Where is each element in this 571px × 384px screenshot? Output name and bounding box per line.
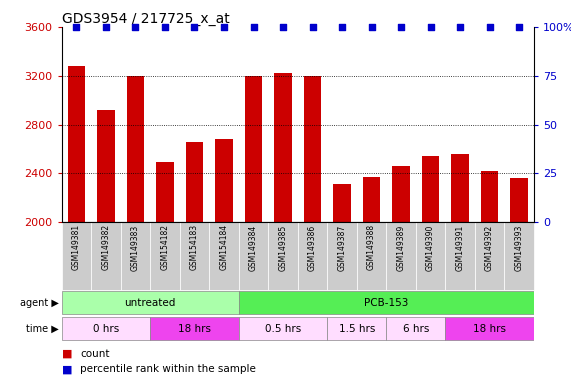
Bar <box>274 73 292 222</box>
Text: GSM149383: GSM149383 <box>131 224 140 271</box>
Text: GSM149389: GSM149389 <box>397 224 405 271</box>
Point <box>485 24 494 30</box>
Text: GSM149390: GSM149390 <box>426 224 435 271</box>
Text: GSM149384: GSM149384 <box>249 224 258 271</box>
Bar <box>67 66 85 222</box>
Bar <box>298 222 327 290</box>
Bar <box>387 222 416 290</box>
Point <box>102 24 111 30</box>
Bar <box>416 222 445 290</box>
Bar <box>244 76 262 222</box>
Text: 18 hrs: 18 hrs <box>178 324 211 334</box>
Bar <box>392 166 410 222</box>
Bar <box>333 184 351 222</box>
Text: 18 hrs: 18 hrs <box>473 324 506 334</box>
Text: GSM149381: GSM149381 <box>72 224 81 270</box>
Bar <box>387 317 445 341</box>
Text: GSM149385: GSM149385 <box>279 224 288 271</box>
Text: count: count <box>80 349 110 359</box>
Text: 0.5 hrs: 0.5 hrs <box>265 324 301 334</box>
Bar <box>180 222 209 290</box>
Bar <box>127 76 144 222</box>
Point <box>514 24 524 30</box>
Text: GSM149382: GSM149382 <box>102 224 110 270</box>
Text: time ▶: time ▶ <box>26 324 59 334</box>
Text: percentile rank within the sample: percentile rank within the sample <box>80 364 256 374</box>
Point <box>426 24 435 30</box>
Bar <box>62 317 150 341</box>
Point <box>456 24 465 30</box>
Bar <box>504 222 534 290</box>
Bar <box>62 291 239 314</box>
Point <box>131 24 140 30</box>
Bar <box>475 222 504 290</box>
Bar <box>62 222 91 290</box>
Text: GSM154183: GSM154183 <box>190 224 199 270</box>
Point <box>219 24 228 30</box>
Bar <box>120 222 150 290</box>
Point <box>308 24 317 30</box>
Bar <box>239 317 327 341</box>
Bar <box>510 178 528 222</box>
Text: GSM149391: GSM149391 <box>456 224 465 271</box>
Text: 6 hrs: 6 hrs <box>403 324 429 334</box>
Text: 1.5 hrs: 1.5 hrs <box>339 324 375 334</box>
Text: GSM149392: GSM149392 <box>485 224 494 271</box>
Text: GDS3954 / 217725_x_at: GDS3954 / 217725_x_at <box>62 12 230 26</box>
Bar <box>239 222 268 290</box>
Text: GSM154182: GSM154182 <box>160 224 170 270</box>
Text: GSM149388: GSM149388 <box>367 224 376 270</box>
Point <box>396 24 405 30</box>
Text: GSM149386: GSM149386 <box>308 224 317 271</box>
Text: 0 hrs: 0 hrs <box>93 324 119 334</box>
Bar <box>304 76 321 222</box>
Text: ■: ■ <box>62 349 72 359</box>
Point <box>160 24 170 30</box>
Bar <box>268 222 298 290</box>
Point <box>249 24 258 30</box>
Bar <box>215 139 233 222</box>
Point <box>367 24 376 30</box>
Bar <box>481 171 498 222</box>
Bar <box>239 291 534 314</box>
Bar <box>327 222 357 290</box>
Text: GSM149387: GSM149387 <box>337 224 347 271</box>
Bar <box>363 177 380 222</box>
Bar <box>150 222 180 290</box>
Bar <box>91 222 120 290</box>
Bar <box>327 317 387 341</box>
Text: agent ▶: agent ▶ <box>20 298 59 308</box>
Point <box>72 24 81 30</box>
Bar <box>445 222 475 290</box>
Text: untreated: untreated <box>124 298 176 308</box>
Text: GSM149393: GSM149393 <box>514 224 524 271</box>
Bar <box>156 162 174 222</box>
Bar <box>422 156 440 222</box>
Bar <box>451 154 469 222</box>
Bar <box>186 142 203 222</box>
Point <box>337 24 347 30</box>
Bar <box>357 222 387 290</box>
Text: GSM154184: GSM154184 <box>219 224 228 270</box>
Point <box>279 24 288 30</box>
Bar <box>445 317 534 341</box>
Point <box>190 24 199 30</box>
Text: PCB-153: PCB-153 <box>364 298 408 308</box>
Text: ■: ■ <box>62 364 72 374</box>
Bar <box>209 222 239 290</box>
Bar <box>97 110 115 222</box>
Bar <box>150 317 239 341</box>
